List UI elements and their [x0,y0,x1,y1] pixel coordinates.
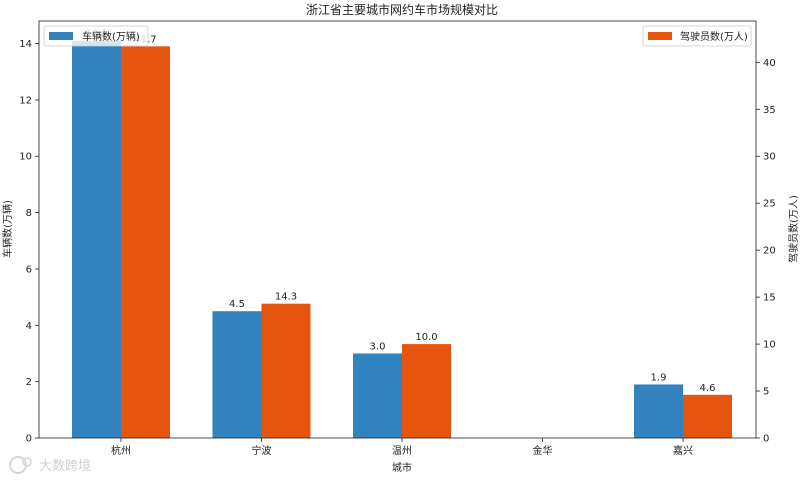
x-tick-label: 杭州 [111,444,131,457]
bar-drivers-2 [402,344,451,438]
y-right-tick-label: 40 [763,58,776,69]
y-right-tick-label: 15 [763,293,776,304]
watermark-text: 大数跨境 [39,459,91,474]
x-tick-label: 嘉兴 [673,444,693,457]
watermark-logo-icon [9,456,32,474]
y-left-tick-label: 4 [26,321,32,332]
legend-right: 驾驶员数(万人) [642,25,752,47]
y-left-tick-label: 2 [26,377,32,388]
data-label-drivers-2: 10.0 [415,332,437,343]
y-axis-right-label: 驾驶员数(万人) [787,195,800,263]
y-axis-left-label: 车辆数(万辆) [1,200,14,258]
watermark: 大数跨境 [9,456,91,474]
y-left-tick-label: 6 [26,264,32,275]
x-tick-label: 金华 [533,444,553,457]
y-left-tick-label: 8 [26,208,32,219]
data-label-drivers-4: 4.6 [700,383,716,394]
y-left-tick-label: 10 [19,152,32,163]
legend-left-label: 车辆数(万辆) [82,30,140,43]
legend-right-swatch [648,32,672,40]
bar-vehicles-2 [353,353,402,438]
legend-left: 车辆数(万辆) [43,25,149,47]
y-right-tick-label: 35 [763,105,776,116]
x-tick-label: 宁波 [252,444,272,457]
data-label-drivers-1: 14.3 [275,292,297,303]
y-right-tick-label: 0 [763,434,769,445]
y-right-tick-label: 20 [763,246,776,257]
y-right-tick-label: 25 [763,199,776,210]
y-right-tick-label: 30 [763,152,776,163]
bars-layer [72,40,732,439]
x-axis: 杭州 宁波 温州 金华 嘉兴 [111,438,693,457]
chart-title: 浙江省主要城市网约车市场规模对比 [306,2,498,17]
bar-drivers-0 [121,46,170,439]
x-axis-label: 城市 [392,461,412,474]
legend-right-label: 驾驶员数(万人) [680,30,748,43]
bar-drivers-1 [261,303,311,438]
data-label-vehicles-1: 4.5 [229,299,245,310]
data-labels-layer: 14.14.53.01.941.714.310.04.6 [85,29,715,394]
bar-vehicles-0 [72,40,121,439]
y-right-tick-label: 10 [763,340,776,351]
bar-drivers-4 [683,394,732,438]
legend-left-swatch [49,32,73,40]
y-axis-right: 0 5 10 15 20 25 30 35 40 [756,58,776,445]
x-tick-label: 温州 [392,445,412,457]
y-left-tick-label: 12 [19,95,32,106]
bar-vehicles-1 [212,311,262,438]
plot-frame [38,20,757,439]
y-right-tick-label: 5 [763,387,769,398]
bar-vehicles-4 [634,384,683,438]
y-left-tick-label: 14 [19,39,32,50]
y-axis-left: 0 2 4 6 8 10 12 14 [19,39,39,445]
y-left-tick-label: 0 [26,434,32,445]
data-label-vehicles-4: 1.9 [651,372,667,383]
data-label-vehicles-2: 3.0 [370,341,386,352]
